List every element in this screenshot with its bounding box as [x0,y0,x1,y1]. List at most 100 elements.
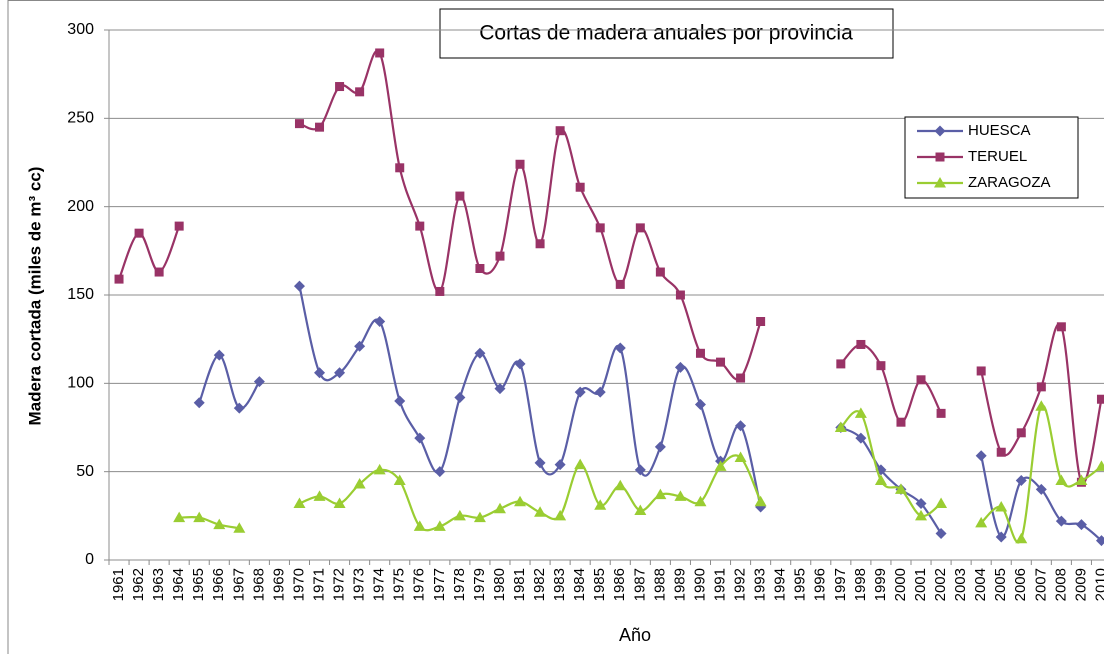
x-tick-label: 1968 [250,568,267,601]
marker [455,191,465,201]
y-tick-label: 100 [67,375,94,392]
marker [1015,475,1027,486]
marker [756,317,766,326]
marker [554,459,566,471]
marker [1035,483,1047,495]
marker [1055,474,1068,485]
x-tick-label: 2010 [1092,568,1104,601]
marker [354,340,366,352]
marker [1095,535,1104,547]
marker [1096,394,1104,404]
legend-label: TERUEL [968,148,1027,165]
marker [936,408,946,418]
marker [315,122,325,132]
x-tick-label: 1982 [531,568,548,601]
marker [654,441,666,453]
marker [735,420,747,432]
marker [594,386,606,398]
x-tick-label: 1980 [491,568,508,601]
x-tick-label: 2001 [912,568,929,601]
marker [674,490,687,501]
marker [655,267,665,277]
marker [114,274,124,284]
x-tick-label: 1986 [611,568,628,601]
x-tick-label: 2007 [1032,568,1049,601]
x-tick-label: 1975 [391,568,408,601]
x-tick-label: 1978 [451,568,468,601]
marker [193,511,206,523]
marker [294,119,304,129]
marker [1035,400,1048,411]
marker [335,82,345,92]
marker [1015,532,1028,544]
series-line [179,515,240,530]
marker [413,520,426,531]
marker [736,373,746,383]
marker [896,417,906,427]
marker [695,348,705,358]
series [193,280,1104,547]
marker [634,464,646,476]
x-tick-label: 2005 [992,568,1009,601]
marker [213,518,226,530]
x-tick-label: 1998 [852,568,869,601]
marker [454,391,466,403]
marker [635,223,645,233]
marker [515,159,525,169]
marker [435,286,445,296]
marker [534,506,547,517]
marker [915,509,928,521]
x-tick-label: 1976 [411,568,428,601]
x-tick-label: 1984 [571,568,588,601]
marker [293,497,306,508]
legend-label: HUESCA [968,122,1031,139]
marker [915,497,927,509]
x-tick-label: 1970 [290,568,307,601]
marker [555,126,565,136]
x-tick-label: 1979 [471,568,488,601]
x-tick-label: 1985 [591,568,608,601]
marker [935,497,948,508]
marker [894,483,907,494]
x-tick-label: 2002 [932,568,949,601]
marker [395,163,405,173]
x-axis-label: Año [619,625,651,645]
marker [514,495,527,507]
marker [375,48,385,58]
x-tick-label: 1973 [351,568,368,601]
series [173,400,1104,544]
marker [173,511,186,523]
marker [415,221,425,231]
marker [434,466,446,478]
marker [874,474,887,485]
marker [634,504,647,516]
x-tick-label: 1992 [732,568,749,601]
marker [414,432,426,444]
marker [333,497,346,508]
x-tick-label: 1971 [310,568,327,601]
marker [856,339,866,349]
marker [394,395,406,407]
marker [355,87,365,97]
chart-title: Cortas de madera anuales por provincia [479,22,853,45]
x-tick-label: 2006 [1012,568,1029,601]
y-tick-label: 250 [67,110,94,127]
marker [1016,428,1026,438]
marker [574,458,587,470]
y-tick-label: 0 [85,551,94,568]
marker [1075,474,1088,485]
marker [834,421,847,432]
marker [554,509,567,521]
x-tick-label: 1969 [270,568,287,601]
x-tick-label: 1995 [792,568,809,601]
marker [575,182,585,192]
marker [934,177,946,188]
marker [473,511,486,523]
marker [293,280,305,292]
marker [935,152,945,162]
marker [716,357,726,367]
marker [694,495,707,507]
marker [314,367,326,379]
marker [253,376,265,388]
marker [995,501,1008,512]
